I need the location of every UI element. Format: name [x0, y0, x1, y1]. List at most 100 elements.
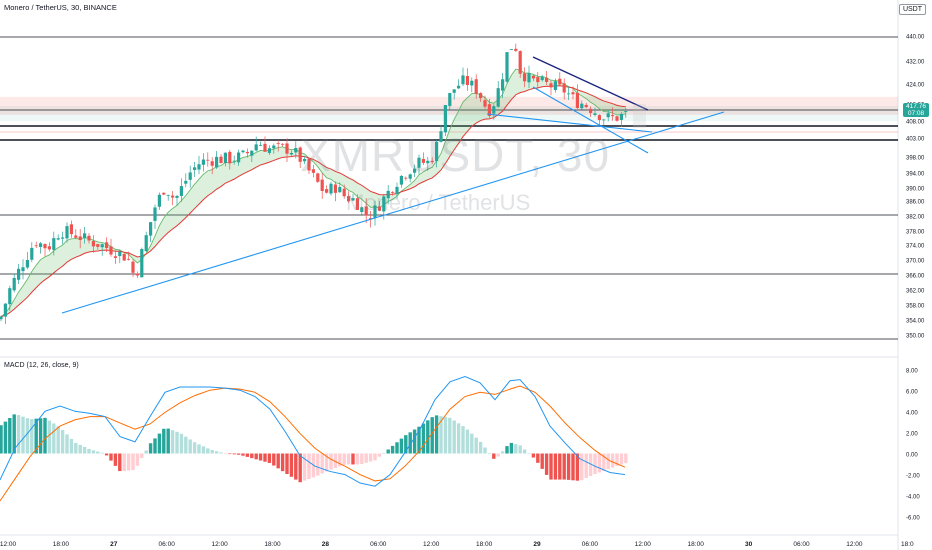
candle-body: [184, 180, 188, 184]
macd-histogram-bar: [610, 453, 615, 468]
macd-tick-label: -2.00: [906, 474, 920, 480]
macd-histogram-bar: [175, 431, 179, 454]
macd-histogram-bar: [571, 453, 575, 481]
time-tick-label: 18:0: [901, 541, 914, 548]
price-tick-label: 408.00: [906, 120, 925, 126]
price-tick-label: 378.00: [906, 230, 925, 236]
macd-histogram-bar: [47, 420, 52, 454]
macd-histogram-bar: [104, 453, 109, 456]
candle-body: [619, 113, 623, 120]
candle-body: [421, 159, 425, 163]
candle-body: [153, 207, 157, 221]
macd-histogram-bar: [522, 449, 527, 454]
price-tick-label: 354.00: [906, 319, 925, 325]
macd-histogram-bar: [30, 419, 34, 454]
candles: [0, 43, 628, 325]
macd-title[interactable]: MACD (12, 26, close, 9): [4, 362, 79, 369]
macd-histogram-bar: [87, 448, 91, 454]
time-tick-label: 06:00: [370, 541, 387, 548]
macd-histogram-bar: [91, 450, 96, 454]
candle-body: [527, 73, 531, 83]
price-tick-label: 386.00: [906, 200, 925, 206]
macd-histogram-bar: [69, 438, 74, 454]
price-tick-label: 424.00: [906, 83, 925, 89]
candle-body: [232, 160, 236, 162]
price-tick-label: 398.00: [906, 156, 925, 162]
candle-body: [241, 150, 245, 153]
current-zone: [0, 106, 898, 121]
macd-histogram-bar: [443, 416, 448, 454]
macd-histogram-bar: [448, 417, 452, 454]
candle-body: [61, 237, 65, 239]
macd-histogram-bar: [602, 453, 606, 471]
macd-histogram-bar: [540, 453, 544, 469]
macd-histogram-bar: [588, 453, 593, 477]
candle-body: [386, 190, 390, 199]
candle-body: [267, 148, 271, 153]
candle-body: [272, 145, 276, 149]
macd-histogram-bar: [500, 451, 505, 454]
macd-histogram-bar: [509, 442, 514, 454]
candle-body: [43, 244, 47, 249]
macd-histogram-bar: [267, 453, 272, 463]
macd-tick-label: -4.00: [906, 495, 920, 501]
time-tick-label: 18:00: [688, 541, 705, 548]
macd-histogram-bar: [619, 453, 624, 465]
currency-button[interactable]: USDT: [898, 4, 926, 15]
time-tick-label: 18:00: [476, 541, 493, 548]
macd-histogram-bar: [404, 435, 408, 454]
macd-histogram-bar: [483, 447, 487, 454]
watermark-name: Monero / TetherUS: [346, 190, 531, 215]
candle-body: [39, 243, 43, 247]
candle-body: [404, 177, 408, 179]
macd-histogram-bar: [100, 452, 104, 454]
macd-histogram-bar: [8, 418, 12, 454]
candle-body: [3, 303, 7, 317]
macd-histogram-bar: [465, 429, 470, 454]
candle-body: [188, 172, 192, 180]
candle-body: [492, 106, 496, 114]
candle-body: [298, 147, 302, 162]
macd-histogram-bar: [430, 417, 434, 454]
macd-histogram-bar: [606, 453, 610, 470]
macd-histogram-bar: [166, 428, 170, 454]
chart-title[interactable]: Monero / TetherUS, 30, BINANCE: [4, 3, 117, 12]
macd-histogram-bar: [289, 453, 294, 477]
macd-histogram-bar: [346, 453, 351, 465]
time-tick-label: 18:00: [53, 541, 70, 548]
projection-box: [633, 104, 646, 128]
macd-histogram-bar: [135, 453, 140, 466]
candle-body: [347, 196, 351, 202]
bar-countdown: 07:08: [907, 110, 925, 117]
candle-body: [501, 79, 505, 91]
candle-body: [206, 159, 210, 161]
candle-body: [193, 167, 197, 170]
macd-histogram-bar: [426, 420, 430, 454]
candle-body: [426, 160, 430, 164]
trendline-flag-lower: [532, 86, 649, 154]
macd-histogram-bar: [263, 453, 267, 462]
candle-body: [615, 116, 619, 121]
candle-body: [201, 159, 205, 165]
macd-signal-line: [0, 385, 626, 502]
price-tick-label: 366.00: [906, 274, 925, 280]
macd-histogram-bar: [16, 415, 21, 454]
macd-histogram-bar: [258, 453, 263, 461]
macd-histogram-bar: [333, 453, 338, 468]
time-tick-label: 27: [110, 541, 118, 548]
macd-histogram-bar: [562, 453, 566, 480]
macd-tick-label: 0.00: [906, 453, 918, 459]
macd-histogram-bar: [25, 418, 30, 454]
macd-histogram-bar: [285, 453, 289, 474]
candle-body: [96, 244, 100, 247]
macd-histogram-bar: [373, 453, 377, 461]
time-tick-label: 30: [745, 541, 753, 548]
macd-histogram-bar: [188, 439, 192, 454]
macd-histogram-bar: [12, 414, 16, 454]
macd-histogram-bar: [82, 446, 87, 454]
macd-histogram-bar: [3, 421, 8, 454]
macd-histogram-bar: [412, 429, 417, 454]
candle-body: [536, 77, 540, 83]
macd-histogram-bar: [153, 438, 157, 454]
candle-body: [452, 89, 456, 93]
